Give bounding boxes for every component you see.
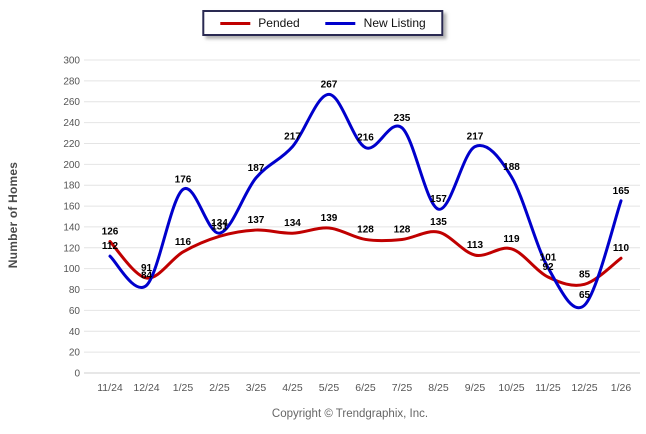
y-tick-label: 20 [69, 348, 81, 359]
data-point-label: 128 [394, 224, 411, 235]
data-point-label: 187 [248, 163, 265, 174]
legend-item-new-listing: New Listing [325, 16, 426, 30]
x-tick-label: 6/25 [355, 382, 376, 394]
y-tick-label: 120 [63, 243, 80, 254]
x-tick-label: 2/25 [209, 382, 230, 394]
data-point-label: 131 [211, 221, 228, 232]
x-tick-label: 8/25 [428, 382, 449, 394]
legend-item-pended: Pended [220, 16, 300, 30]
series-line-new-listing [108, 92, 623, 310]
y-tick-label: 180 [63, 181, 80, 192]
x-tick-label: 4/25 [282, 382, 303, 394]
data-point-label: 217 [284, 132, 301, 143]
series-line-pended [108, 226, 623, 287]
x-tick-label: 3/25 [246, 382, 267, 394]
data-point-label: 116 [175, 237, 192, 248]
data-point-label: 137 [248, 215, 265, 226]
data-point-label: 134 [211, 218, 228, 229]
x-tick-label: 11/25 [535, 382, 561, 394]
data-point-label: 217 [467, 132, 484, 143]
data-point-label: 188 [503, 162, 520, 173]
x-tick-label: 1/26 [611, 382, 632, 394]
data-point-label: 110 [613, 243, 630, 254]
legend-label-new-listing: New Listing [363, 16, 426, 30]
data-point-label: 135 [430, 217, 447, 228]
x-tick-label: 11/24 [97, 382, 123, 394]
y-tick-label: 280 [63, 76, 80, 87]
data-point-label: 128 [357, 224, 374, 235]
y-tick-label: 200 [63, 160, 80, 171]
y-tick-label: 40 [69, 327, 81, 338]
data-point-label: 101 [540, 253, 557, 264]
x-tick-label: 12/24 [133, 382, 159, 394]
x-tick-label: 9/25 [465, 382, 486, 394]
y-tick-label: 220 [63, 139, 80, 150]
y-tick-label: 240 [63, 118, 80, 129]
data-point-label: 119 [503, 234, 520, 245]
y-tick-label: 160 [63, 202, 80, 213]
y-tick-label: 100 [63, 264, 80, 275]
y-tick-label: 0 [74, 369, 80, 380]
data-point-label: 235 [394, 113, 411, 124]
x-tick-label: 5/25 [319, 382, 340, 394]
data-point-label: 216 [357, 133, 374, 144]
data-point-label: 126 [102, 227, 119, 238]
new-listing-line-swatch [325, 21, 356, 25]
legend-label-pended: Pended [258, 16, 300, 30]
y-tick-label: 80 [69, 285, 81, 296]
data-point-label: 85 [579, 269, 591, 280]
data-point-label: 139 [321, 213, 338, 224]
data-point-label: 112 [102, 241, 119, 252]
x-tick-label: 12/25 [571, 382, 597, 394]
data-point-label: 176 [175, 174, 192, 185]
y-tick-label: 260 [63, 97, 80, 108]
x-tick-label: 10/25 [498, 382, 524, 394]
data-point-label: 91 [141, 263, 153, 274]
data-point-label: 92 [542, 262, 554, 273]
copyright-text: Copyright © Trendgraphix, Inc. [271, 408, 429, 420]
x-tick-label: 7/25 [392, 382, 413, 394]
data-point-label: 157 [430, 194, 447, 205]
y-tick-label: 60 [69, 306, 81, 317]
chart-legend: Pended New Listing [202, 10, 444, 36]
data-point-label: 165 [613, 186, 630, 197]
data-point-label: 113 [467, 240, 484, 251]
data-point-label: 267 [321, 79, 338, 90]
y-tick-label: 300 [63, 56, 80, 67]
x-tick-label: 1/25 [173, 382, 194, 394]
pended-line-swatch [220, 21, 251, 25]
y-tick-label: 140 [63, 222, 80, 233]
data-point-label: 84 [141, 270, 153, 281]
data-point-label: 65 [579, 290, 591, 301]
y-axis-title: Number of Homes [6, 161, 20, 269]
data-point-label: 134 [284, 218, 301, 229]
